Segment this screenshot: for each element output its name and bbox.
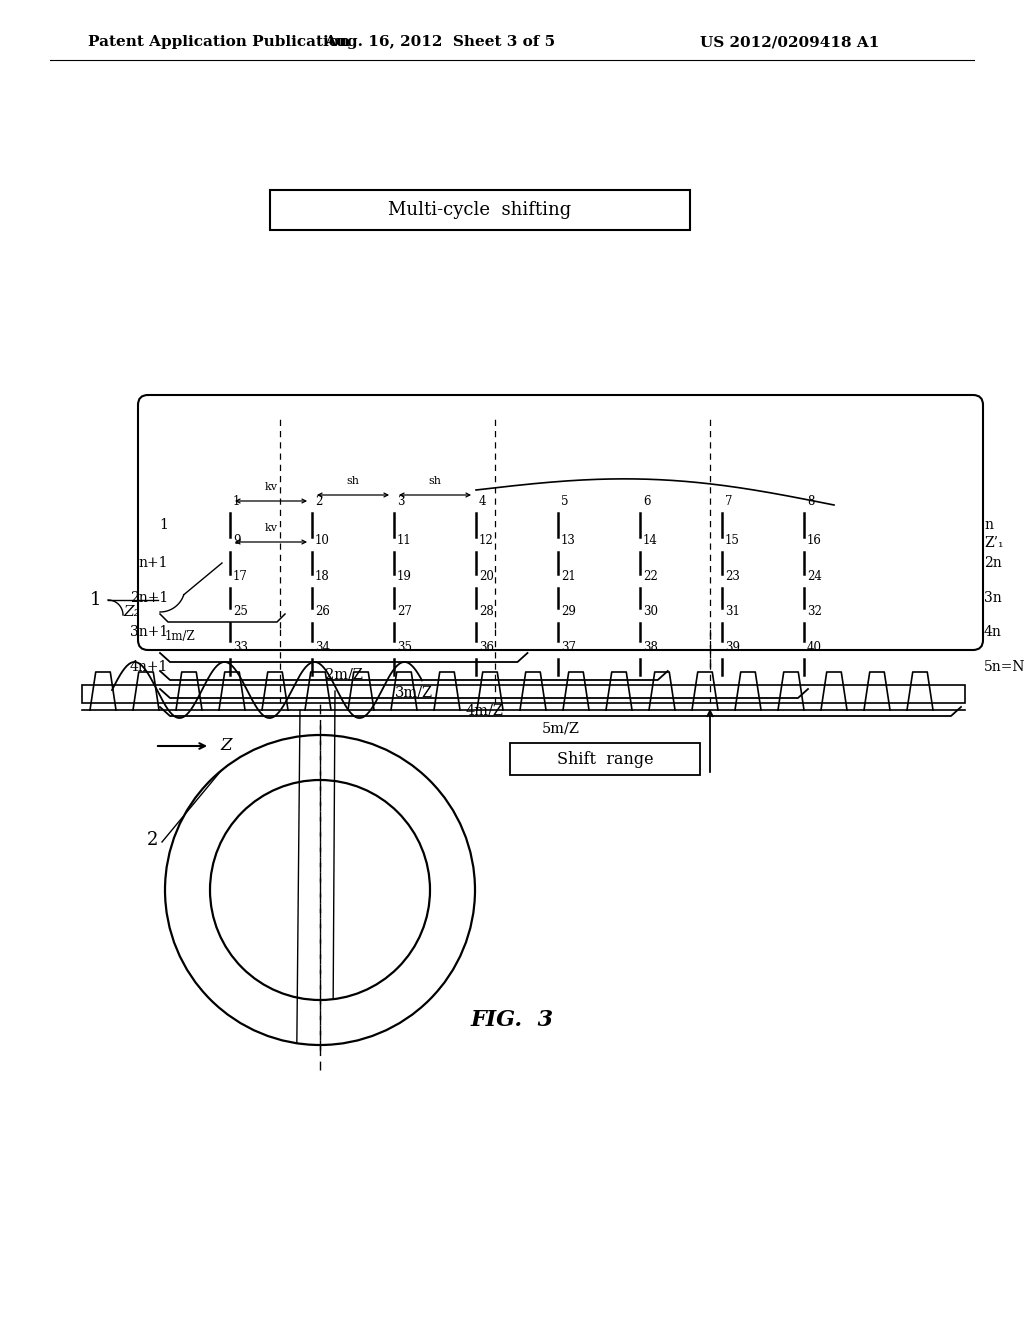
Text: kv: kv (264, 482, 278, 492)
Text: 32: 32 (807, 605, 822, 618)
Text: Multi-cycle  shifting: Multi-cycle shifting (388, 201, 571, 219)
FancyBboxPatch shape (270, 190, 690, 230)
Text: 26: 26 (315, 605, 330, 618)
Text: 2n: 2n (984, 556, 1001, 570)
Text: 12: 12 (479, 535, 494, 546)
Text: 2: 2 (146, 832, 158, 849)
Text: 2m/Z: 2m/Z (325, 668, 362, 682)
Text: 18: 18 (315, 570, 330, 583)
Text: 38: 38 (643, 642, 657, 653)
FancyBboxPatch shape (510, 743, 700, 775)
Text: 1: 1 (233, 495, 241, 508)
Text: 9: 9 (233, 535, 241, 546)
Text: Aug. 16, 2012  Sheet 3 of 5: Aug. 16, 2012 Sheet 3 of 5 (325, 36, 556, 49)
Text: n: n (984, 517, 993, 532)
Text: 1m/Z: 1m/Z (165, 630, 196, 643)
Text: 3n: 3n (984, 591, 1001, 605)
Text: Shift  range: Shift range (557, 751, 653, 767)
Text: 15: 15 (725, 535, 740, 546)
Text: 39: 39 (725, 642, 740, 653)
Text: 4: 4 (479, 495, 486, 508)
Text: Z₂: Z₂ (123, 605, 140, 619)
Text: 5m/Z: 5m/Z (542, 722, 580, 737)
Text: 29: 29 (561, 605, 575, 618)
Text: 4n: 4n (984, 624, 1001, 639)
Text: 3n+1: 3n+1 (130, 624, 168, 639)
Text: 10: 10 (315, 535, 330, 546)
Text: 25: 25 (233, 605, 248, 618)
Text: Z: Z (220, 738, 231, 755)
Text: 4n+1: 4n+1 (130, 660, 168, 675)
Text: 7: 7 (725, 495, 732, 508)
Bar (82, 685, 965, 704)
Text: 35: 35 (397, 642, 412, 653)
Text: 17: 17 (233, 570, 248, 583)
Text: sh: sh (346, 477, 359, 486)
Text: 5n=N1: 5n=N1 (984, 660, 1024, 675)
Text: 1: 1 (90, 591, 101, 609)
Text: 3m/Z: 3m/Z (395, 686, 433, 700)
Text: 30: 30 (643, 605, 658, 618)
Text: 37: 37 (561, 642, 575, 653)
Text: 33: 33 (233, 642, 248, 653)
Text: 2: 2 (315, 495, 323, 508)
Text: 23: 23 (725, 570, 740, 583)
Text: 4m/Z: 4m/Z (465, 704, 503, 718)
Text: 13: 13 (561, 535, 575, 546)
Text: kv: kv (264, 523, 278, 533)
Text: 28: 28 (479, 605, 494, 618)
Text: 27: 27 (397, 605, 412, 618)
Text: 5: 5 (561, 495, 568, 508)
Text: 11: 11 (397, 535, 412, 546)
Text: Patent Application Publication: Patent Application Publication (88, 36, 350, 49)
Text: 1: 1 (159, 517, 168, 532)
Text: n+1: n+1 (138, 556, 168, 570)
Text: 31: 31 (725, 605, 740, 618)
Text: 22: 22 (643, 570, 657, 583)
Text: FIG.  3: FIG. 3 (470, 1008, 554, 1031)
Text: 19: 19 (397, 570, 412, 583)
Text: 2n+1: 2n+1 (130, 591, 168, 605)
Text: 40: 40 (807, 642, 822, 653)
Text: 16: 16 (807, 535, 822, 546)
Text: 24: 24 (807, 570, 822, 583)
Text: 3: 3 (397, 495, 404, 508)
Text: 36: 36 (479, 642, 494, 653)
Text: 14: 14 (643, 535, 657, 546)
Text: 34: 34 (315, 642, 330, 653)
Text: Z’₁: Z’₁ (984, 536, 1004, 550)
Text: 20: 20 (479, 570, 494, 583)
Text: US 2012/0209418 A1: US 2012/0209418 A1 (700, 36, 880, 49)
FancyBboxPatch shape (138, 395, 983, 649)
Text: 8: 8 (807, 495, 814, 508)
Text: 21: 21 (561, 570, 575, 583)
Text: 6: 6 (643, 495, 650, 508)
Text: sh: sh (428, 477, 441, 486)
